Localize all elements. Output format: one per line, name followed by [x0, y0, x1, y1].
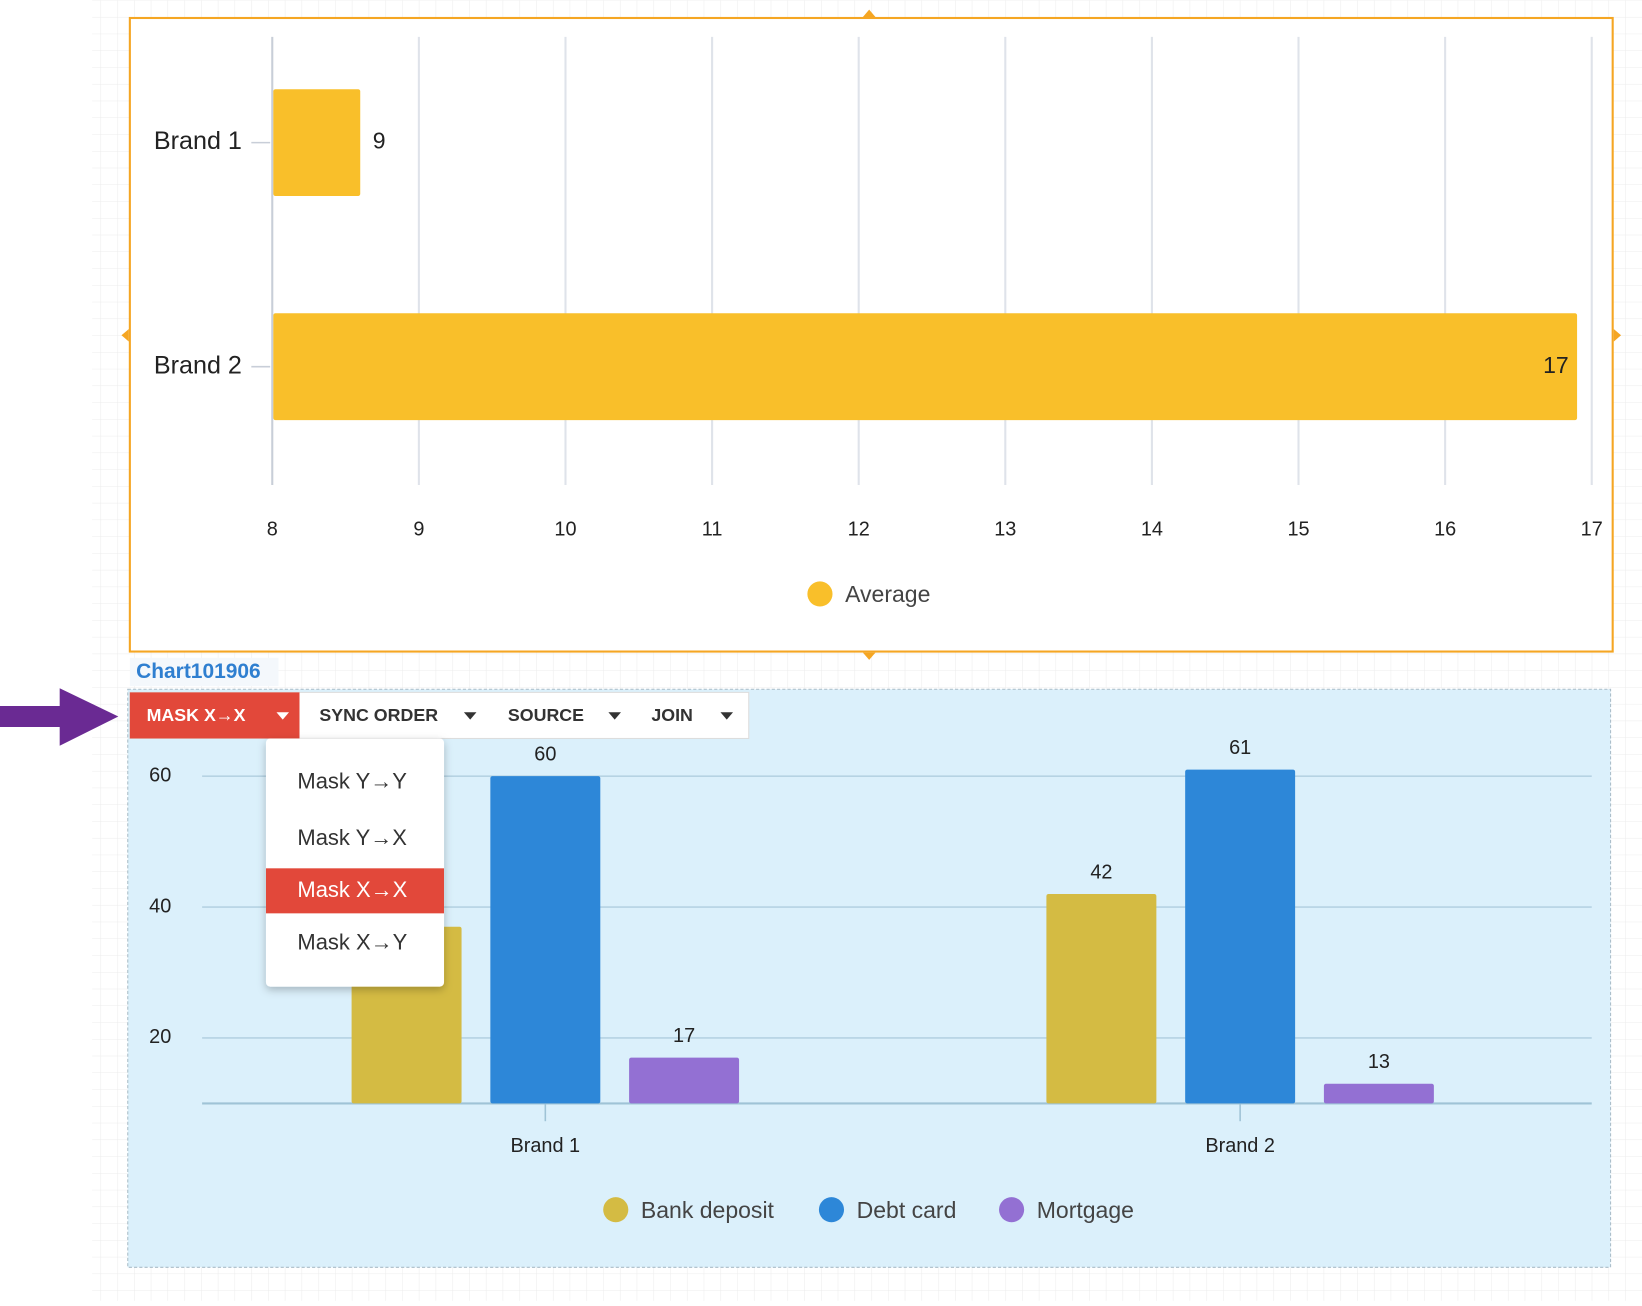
chart-name-bg — [129, 657, 279, 687]
legend-label: Bank deposit — [641, 1197, 775, 1223]
active-button[interactable] — [129, 692, 300, 739]
value-label: 17 — [673, 1025, 695, 1047]
value-label: 13 — [1368, 1051, 1390, 1073]
x-tick-label: 12 — [848, 518, 870, 540]
legend-marker — [807, 581, 833, 607]
value-label: 9 — [373, 128, 386, 154]
menu-item[interactable]: Mask Y→Y — [297, 768, 407, 793]
menu-bg — [265, 738, 445, 987]
x-tick-label: 14 — [1141, 518, 1163, 540]
legend-marker — [999, 1197, 1025, 1223]
menu-item[interactable]: Mask X→Y — [297, 930, 407, 955]
x-tick-label: 15 — [1287, 518, 1309, 540]
x-tick-label: 16 — [1434, 518, 1456, 540]
value-label: 42 — [1090, 861, 1112, 883]
legend-label: Mortgage — [1037, 1197, 1134, 1223]
caret[interactable] — [463, 712, 477, 720]
bar — [629, 1057, 740, 1104]
bar — [490, 776, 601, 1104]
chart-name: Chart101906 — [136, 660, 261, 683]
y-tick-label: 40 — [149, 895, 171, 917]
x-tick-label: 17 — [1581, 518, 1603, 540]
legend-marker — [818, 1197, 845, 1223]
x-tick-label: 11 — [702, 518, 723, 540]
toolbar-button[interactable]: SYNC ORDER — [319, 705, 438, 725]
x-tick-label: Brand 1 — [511, 1135, 581, 1157]
menu-item[interactable]: Mask Y→X — [297, 825, 407, 850]
toolbar-button[interactable]: JOIN — [651, 705, 693, 725]
chart-1[interactable]: 8 9 10 11 12 13 14 15 16 17 Brand 1 9 Brand 2 17 Avera… — [121, 9, 1622, 660]
pointer-arrow — [0, 688, 119, 746]
x-tick-label: 8 — [267, 518, 278, 540]
value-label: 17 — [1543, 352, 1569, 378]
caret[interactable] — [276, 712, 290, 720]
value-label: 61 — [1229, 737, 1251, 759]
bar — [273, 89, 361, 197]
bar — [273, 313, 1578, 421]
legend-marker — [603, 1197, 629, 1223]
caret[interactable] — [720, 712, 734, 720]
menu-item[interactable]: Mask X→X — [297, 877, 407, 902]
value-label: 60 — [534, 743, 556, 765]
legend-label: Debt card — [857, 1197, 957, 1223]
toolbar-button[interactable]: SOURCE — [508, 705, 584, 725]
y-tick-label: 20 — [149, 1026, 171, 1048]
y-tick-label: 60 — [149, 764, 171, 786]
bar — [1046, 893, 1157, 1104]
dropdown-menu: Mask Y→Y Mask Y→X Mask X→X Mask X→Y — [265, 738, 445, 987]
x-tick-label: 10 — [554, 518, 576, 540]
toolbar-button[interactable]: MASK X→X — [147, 705, 246, 725]
toolbar: MASK X→X SYNC ORDER SOURCE JOIN — [129, 691, 750, 739]
bar — [1185, 769, 1296, 1104]
bar — [1323, 1083, 1434, 1104]
caret[interactable] — [608, 712, 621, 720]
x-tick-label: 9 — [413, 518, 424, 540]
menu-highlight — [265, 868, 445, 914]
y-tick-label: Brand 1 — [154, 127, 242, 155]
x-tick-label: Brand 2 — [1205, 1135, 1275, 1157]
legend-label: Average — [845, 581, 930, 607]
y-tick-label: Brand 2 — [154, 351, 242, 379]
x-tick-label: 13 — [994, 518, 1016, 540]
